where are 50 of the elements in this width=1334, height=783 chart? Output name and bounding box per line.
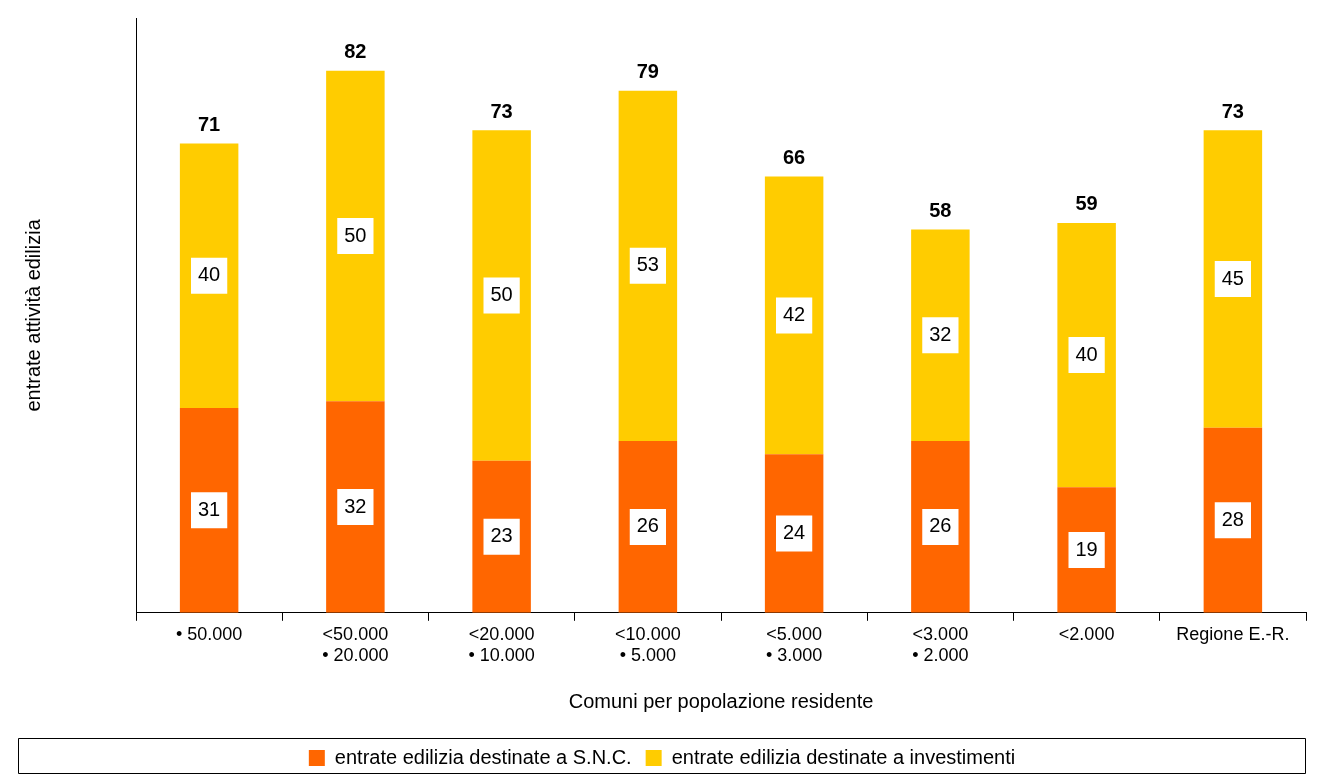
bar bbox=[911, 440, 970, 613]
x-tick-label: <3.000 • 2.000 bbox=[912, 623, 969, 666]
bar bbox=[618, 90, 678, 441]
bar bbox=[1203, 130, 1263, 428]
total-label: 73 bbox=[1221, 99, 1244, 122]
total-label: 79 bbox=[636, 60, 659, 83]
data-label: 42 bbox=[783, 302, 806, 325]
bar bbox=[326, 70, 385, 402]
y-axis-title: entrate attività edilizia bbox=[21, 218, 44, 412]
x-tick-label: <2.000 bbox=[1058, 623, 1115, 644]
data-label: 28 bbox=[1221, 507, 1244, 530]
data-label: 19 bbox=[1075, 537, 1098, 560]
data-label: 40 bbox=[1075, 342, 1098, 365]
x-tick-label: Regione E.-R. bbox=[1176, 623, 1290, 644]
total-label: 73 bbox=[490, 99, 513, 122]
data-label: 50 bbox=[490, 283, 513, 306]
data-label: 32 bbox=[929, 322, 952, 345]
x-tick-label: <10.000 • 5.000 bbox=[615, 623, 681, 666]
bar bbox=[911, 229, 970, 441]
x-axis-title: Comuni per popolazione residente bbox=[568, 689, 874, 712]
x-tick-label: <5.000 • 3.000 bbox=[765, 623, 823, 666]
data-label: 24 bbox=[783, 521, 806, 544]
data-label: 45 bbox=[1221, 266, 1244, 289]
data-label: 50 bbox=[344, 223, 367, 246]
bar bbox=[472, 460, 531, 613]
total-label: 58 bbox=[929, 199, 952, 221]
bar bbox=[1203, 427, 1263, 613]
data-label: 53 bbox=[636, 253, 659, 276]
bar bbox=[179, 407, 239, 613]
bar bbox=[326, 401, 385, 613]
total-label: 66 bbox=[783, 146, 806, 169]
data-label: 23 bbox=[490, 524, 513, 547]
x-tick-label: <50.000 • 20.000 bbox=[322, 623, 389, 666]
legend-label: entrate edilizia destinate a S.N.C. bbox=[334, 745, 632, 768]
bar bbox=[472, 130, 531, 461]
bar bbox=[618, 440, 678, 613]
data-label: 32 bbox=[344, 494, 367, 517]
bar bbox=[179, 143, 239, 408]
bar bbox=[764, 176, 824, 455]
total-label: 59 bbox=[1075, 192, 1098, 215]
legend-label: entrate edilizia destinate a investimenti bbox=[671, 745, 1016, 768]
bar bbox=[1057, 222, 1116, 488]
data-label: 40 bbox=[198, 263, 221, 286]
data-label: 26 bbox=[636, 514, 659, 537]
x-tick-label: <20.000 • 10.000 bbox=[468, 623, 535, 666]
total-label: 71 bbox=[198, 113, 221, 136]
total-label: 82 bbox=[344, 40, 367, 63]
data-label: 26 bbox=[929, 514, 952, 537]
x-tick-label: • 50.000 bbox=[175, 623, 243, 644]
data-label: 31 bbox=[198, 497, 221, 520]
